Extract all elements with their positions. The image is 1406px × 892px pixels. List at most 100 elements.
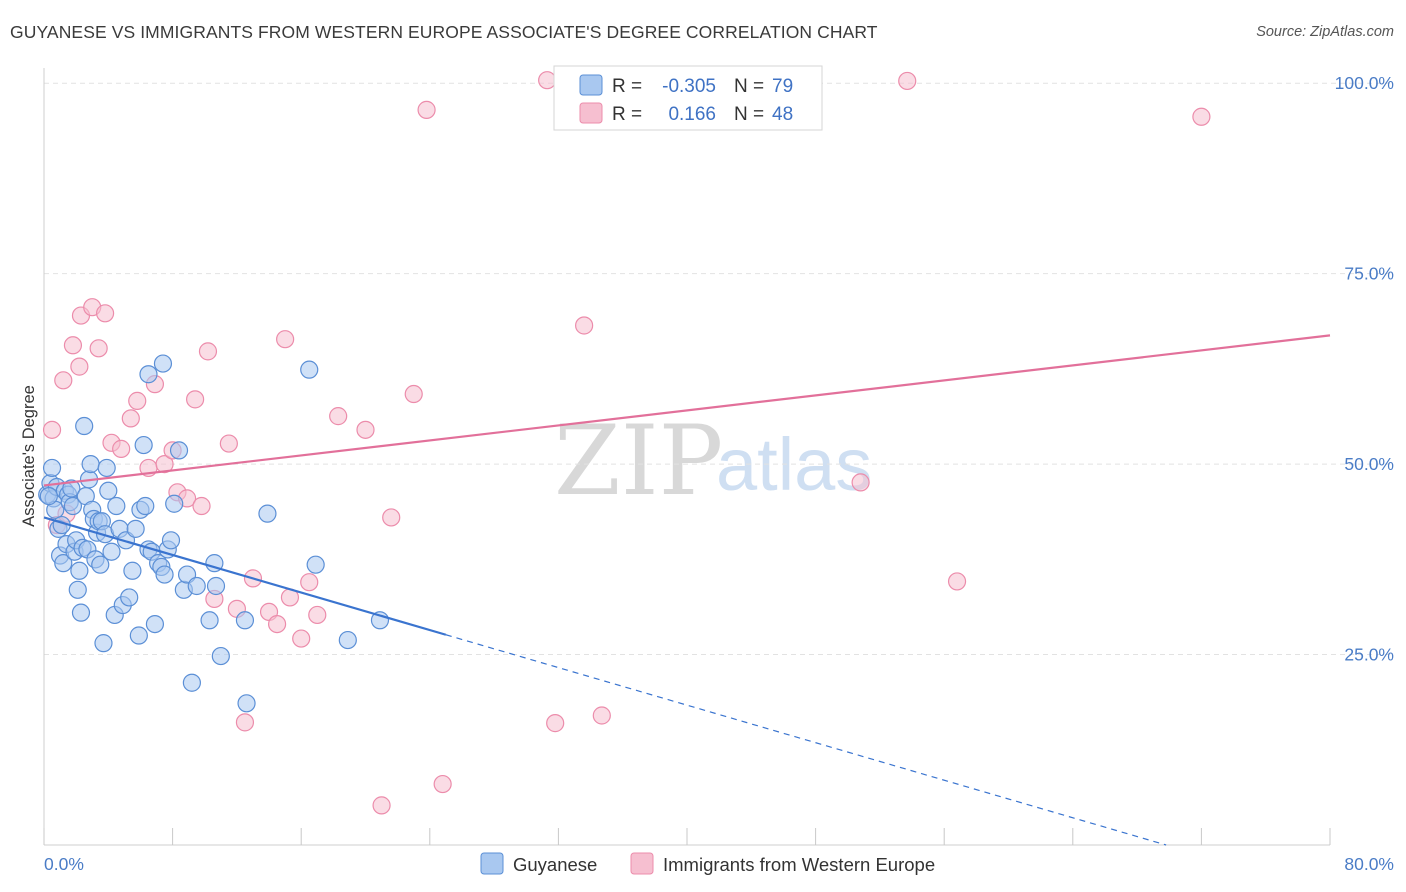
guyanese-point-56: [155, 565, 174, 584]
guyanese-point-44: [120, 588, 139, 607]
trend-lines: [43, 334, 1331, 846]
guyanese-point-50: [136, 496, 155, 516]
guyanese-point-47: [129, 626, 148, 645]
guyanese-point-26: [81, 455, 100, 474]
immigrants-point-37: [372, 796, 391, 815]
immigrants-point-44: [546, 714, 565, 733]
guyanese-point-63: [182, 673, 201, 692]
immigrants-point-4: [63, 336, 83, 355]
immigrants-point-50: [1192, 107, 1211, 126]
y-tick-label-75: 75.0%: [1344, 264, 1394, 284]
guyanese-point-22: [75, 416, 94, 436]
immigrants-point-34: [308, 605, 327, 625]
guyanese-point-9: [54, 554, 73, 573]
watermark-zip: ZIP: [554, 405, 723, 517]
guyanese-point-2: [42, 458, 62, 478]
guyanese-point-18: [68, 580, 87, 599]
guyanese-point-73: [258, 504, 277, 523]
guyanese-point-32: [91, 555, 110, 574]
immigrants-point-0: [42, 420, 62, 439]
guyanese-trend-line: [43, 516, 447, 636]
guyanese-point-49: [134, 435, 153, 455]
immigrants-point-47: [851, 473, 870, 492]
immigrants-point-32: [292, 629, 311, 648]
immigrants-point-13: [128, 391, 147, 410]
guyanese-point-76: [338, 630, 357, 650]
y-tick-label-50: 50.0%: [1344, 454, 1394, 474]
guyanese-point-19: [70, 561, 89, 580]
stats-n-label-2: N =: [734, 104, 764, 125]
guyanese-point-78: [39, 487, 58, 506]
immigrants-point-35: [329, 407, 348, 426]
immigrants-point-9: [95, 304, 115, 323]
stats-swatch-guyanese: [579, 74, 603, 96]
guyanese-trend-extension: [445, 634, 1167, 846]
guyanese-point-14: [62, 479, 81, 498]
immigrants-point-49: [947, 572, 967, 591]
guyanese-point-60: [169, 441, 189, 460]
guyanese-point-71: [235, 611, 255, 630]
immigrants-point-33: [300, 573, 319, 592]
stats-r-value-2: 0.166: [668, 104, 716, 125]
immigrants-point-36: [356, 420, 375, 439]
immigrants-point-8: [89, 339, 108, 358]
y-axis-label: Associate's Degree: [20, 385, 38, 527]
guyanese-point-20: [71, 603, 91, 622]
immigrants-point-2: [54, 371, 73, 390]
grid-lines: [44, 82, 1394, 656]
guyanese-point-69: [139, 365, 158, 384]
guyanese-point-34: [94, 634, 113, 653]
guyanese-point-67: [206, 576, 226, 596]
immigrants-point-41: [433, 774, 452, 794]
immigrants-point-16: [155, 455, 174, 474]
stats-swatch-immigrants: [579, 102, 603, 124]
guyanese-point-38: [102, 542, 121, 561]
x-ticks: [43, 828, 1331, 845]
legend-label-guyanese: Guyanese: [513, 854, 597, 875]
immigrants-point-29: [267, 614, 287, 634]
guyanese-point-45: [123, 561, 142, 580]
immigrants-point-12: [121, 409, 140, 428]
stats-r-value-1: -0.305: [662, 76, 716, 97]
guyanese-point-70: [153, 354, 173, 373]
immigrants-point-21: [192, 496, 211, 516]
guyanese-point-75: [306, 555, 325, 574]
guyanese-point-72: [237, 694, 256, 713]
immigrants-trend-line: [43, 334, 1331, 487]
immigrants-point-46: [592, 706, 611, 725]
guyanese-point-58: [161, 531, 181, 550]
x-tick-label-min: 0.0%: [44, 854, 84, 874]
immigrants-point-20: [186, 390, 205, 409]
immigrants-point-26: [235, 713, 255, 732]
guyanese-point-40: [107, 496, 126, 516]
immigrants-point-42: [538, 71, 557, 90]
immigrants-point-11: [112, 439, 131, 458]
y-tick-label-100: 100.0%: [1335, 73, 1394, 93]
stats-r-label-1: R =: [612, 76, 642, 97]
stats-r-label-2: R =: [612, 104, 642, 125]
stats-n-value-1: 79: [772, 76, 793, 97]
guyanese-point-53: [145, 614, 165, 634]
guyanese-point-74: [300, 360, 319, 379]
y-tick-label-25: 25.0%: [1344, 645, 1394, 665]
guyanese-point-68: [211, 646, 230, 666]
immigrants-point-40: [417, 100, 436, 119]
immigrants-point-48: [898, 71, 917, 91]
guyanese-point-46: [126, 519, 145, 538]
y-tick-labels: 25.0% 50.0% 75.0% 100.0%: [1335, 73, 1394, 664]
immigrants-point-30: [276, 330, 295, 349]
legend-label-immigrants: Immigrants from Western Europe: [663, 854, 935, 875]
chart-title: GUYANESE VS IMMIGRANTS FROM WESTERN EURO…: [10, 22, 878, 42]
immigrants-point-5: [70, 357, 89, 376]
guyanese-point-64: [187, 576, 206, 596]
immigrants-point-38: [382, 508, 401, 527]
guyanese-point-65: [200, 611, 219, 630]
stats-box: R = -0.305 N = 79 R = 0.166 N = 48: [553, 65, 823, 131]
source-label: Source: ZipAtlas.com: [1256, 24, 1394, 40]
stats-n-value-2: 48: [772, 104, 793, 125]
immigrants-point-22: [198, 342, 218, 361]
series-guyanese-points: [38, 354, 390, 713]
guyanese-point-37: [99, 481, 118, 500]
x-tick-label-max: 80.0%: [1344, 854, 1394, 874]
